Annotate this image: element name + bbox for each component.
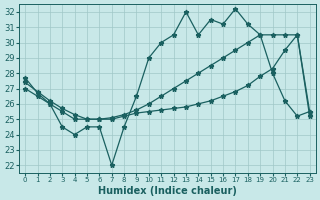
X-axis label: Humidex (Indice chaleur): Humidex (Indice chaleur) (98, 186, 237, 196)
